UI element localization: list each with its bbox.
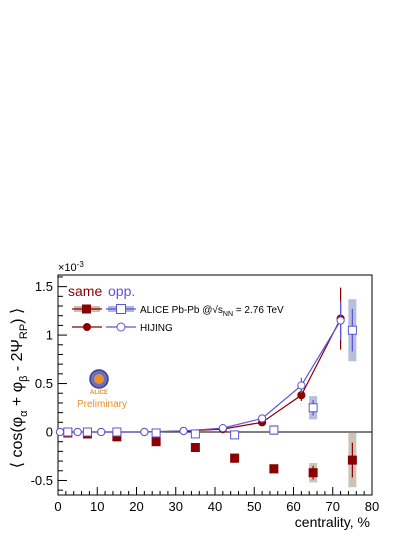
x-tick-label: 50 bbox=[247, 499, 261, 514]
alice-same-point bbox=[151, 437, 161, 447]
y-title-part-3: - 2Ψ bbox=[9, 339, 26, 375]
alice-logo-text: ALICE bbox=[90, 390, 108, 396]
hijing-opp-point bbox=[258, 414, 267, 423]
preliminary-label: Preliminary bbox=[77, 399, 127, 410]
alice-opp-point bbox=[112, 427, 122, 437]
y-tick-label: 0.5 bbox=[35, 376, 53, 391]
alice-opp-point bbox=[269, 425, 279, 435]
x-tick-label: 30 bbox=[169, 499, 183, 514]
alice-logo: ALICE Preliminary bbox=[77, 369, 127, 410]
legend-hijing-opp-marker bbox=[116, 322, 126, 332]
y-tick-label: 1.5 bbox=[35, 279, 53, 294]
y-tick-label: -0.5 bbox=[31, 473, 53, 488]
y-tick-label: 0 bbox=[46, 425, 53, 440]
alice-opp-point bbox=[190, 429, 200, 439]
y-title-sub-beta: β bbox=[18, 376, 30, 382]
data-marks bbox=[55, 287, 357, 488]
hijing-opp-point bbox=[97, 427, 106, 437]
legend-hijing-same-marker bbox=[83, 323, 91, 331]
y-axis-title: ⟨ cos(φα + φβ - 2ΨRP) ⟩ bbox=[9, 308, 30, 468]
legend-row2-label: HIJING bbox=[140, 323, 173, 334]
alice-opp-point bbox=[151, 428, 161, 438]
alice-logo-core bbox=[94, 374, 104, 384]
alice-opp-point bbox=[63, 427, 73, 437]
hijing-opp-point bbox=[55, 427, 65, 437]
hijing-opp-point bbox=[297, 381, 306, 390]
alice-opp-point bbox=[230, 430, 240, 440]
alice-same-point bbox=[347, 455, 357, 465]
alice-opp-point bbox=[308, 403, 318, 413]
alice-same-point bbox=[230, 453, 240, 463]
x-tick-label: 70 bbox=[326, 499, 340, 514]
legend-opp-marker bbox=[116, 304, 126, 314]
y-title-sub-rp: RP bbox=[18, 324, 30, 339]
x-tick-label: 40 bbox=[208, 499, 222, 514]
alice-opp-point bbox=[347, 325, 357, 335]
legend-same-marker bbox=[82, 304, 91, 314]
hijing-opp-point bbox=[336, 316, 345, 325]
y-axis-ticks: -0.5 0 0.5 1 1.5 bbox=[31, 276, 67, 491]
y-title-part-1: ⟨ cos(φ bbox=[9, 417, 26, 468]
alice-same-point bbox=[190, 443, 200, 453]
legend: same opp. ALICE Pb-Pb @√sNN = 2.76 TeV H… bbox=[68, 283, 284, 334]
y-tick-label: 1 bbox=[46, 328, 53, 343]
hijing-opp-point bbox=[179, 426, 188, 436]
x-tick-label: 20 bbox=[129, 499, 143, 514]
x-tick-label: 0 bbox=[54, 499, 61, 514]
alice-same-point bbox=[269, 464, 279, 474]
x-tick-label: 80 bbox=[365, 499, 379, 514]
y-title-sub-alpha: α bbox=[18, 410, 30, 417]
legend-row1-label: ALICE Pb-Pb @√sNN = 2.76 TeV bbox=[140, 304, 284, 318]
legend-header-same: same bbox=[68, 283, 102, 299]
hijing-opp-point bbox=[140, 427, 149, 437]
y-axis-multiplier: ×10-3 bbox=[58, 260, 84, 274]
x-axis-title: centrality, % bbox=[295, 514, 370, 530]
hijing-opp-point bbox=[73, 427, 82, 437]
x-tick-label: 10 bbox=[90, 499, 104, 514]
y-title-part-4: ) ⟩ bbox=[9, 308, 26, 324]
alice-same-point bbox=[308, 468, 318, 478]
alice-opp-point bbox=[82, 427, 92, 437]
x-tick-label: 60 bbox=[286, 499, 300, 514]
x-axis-ticks: 0 10 20 30 40 50 60 70 80 bbox=[54, 487, 379, 514]
y-title-part-2: + φ bbox=[9, 382, 26, 411]
legend-header-opp: opp. bbox=[108, 283, 135, 299]
hijing-opp-point bbox=[218, 424, 227, 433]
